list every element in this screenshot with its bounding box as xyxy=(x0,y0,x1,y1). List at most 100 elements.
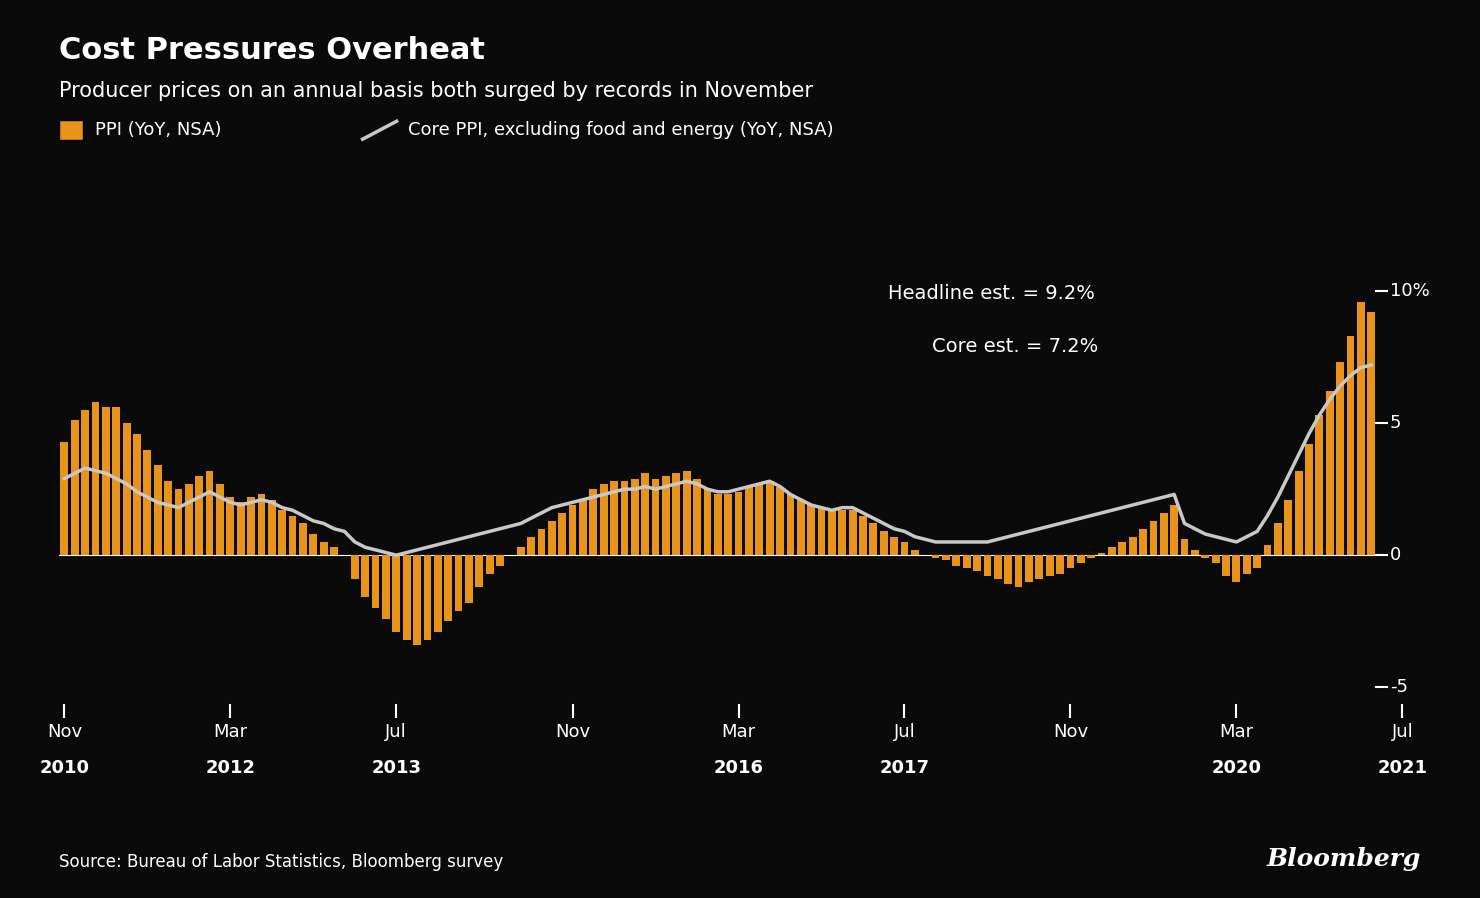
Bar xyxy=(1285,499,1292,555)
Text: Mar: Mar xyxy=(1220,723,1254,741)
Bar xyxy=(765,481,774,555)
Bar xyxy=(537,529,545,555)
Bar xyxy=(403,555,410,639)
Text: 2021: 2021 xyxy=(1378,759,1427,777)
Bar xyxy=(1181,540,1188,555)
Bar xyxy=(1026,555,1033,582)
Bar xyxy=(1171,505,1178,555)
Bar xyxy=(195,476,203,555)
Bar xyxy=(1233,555,1240,582)
Bar xyxy=(351,555,358,579)
Bar xyxy=(330,547,337,555)
Bar xyxy=(755,484,764,555)
Text: Mar: Mar xyxy=(213,723,247,741)
Bar xyxy=(589,489,598,555)
Bar xyxy=(1222,555,1230,577)
Bar xyxy=(144,450,151,555)
Bar xyxy=(901,542,909,555)
Bar xyxy=(1243,555,1251,574)
Bar xyxy=(672,473,681,555)
Bar xyxy=(786,495,795,555)
Text: Headline est. = 9.2%: Headline est. = 9.2% xyxy=(888,284,1095,304)
Bar xyxy=(641,473,650,555)
Bar xyxy=(527,537,534,555)
Bar xyxy=(92,402,99,555)
Text: Cost Pressures Overheat: Cost Pressures Overheat xyxy=(59,36,485,65)
Bar xyxy=(1098,552,1106,555)
Bar xyxy=(703,489,712,555)
Bar xyxy=(164,481,172,555)
Bar xyxy=(206,471,213,555)
Bar xyxy=(1129,537,1137,555)
Bar xyxy=(1368,313,1375,555)
Bar xyxy=(61,442,68,555)
Bar xyxy=(548,521,556,555)
Bar xyxy=(1088,555,1095,558)
Bar xyxy=(1046,555,1054,577)
Bar xyxy=(475,555,482,587)
Bar xyxy=(1326,392,1333,555)
Text: Nov: Nov xyxy=(555,723,591,741)
Bar xyxy=(953,555,961,566)
Bar xyxy=(558,513,567,555)
Bar xyxy=(444,555,451,621)
Bar xyxy=(776,487,784,555)
Bar xyxy=(693,479,702,555)
Text: 2017: 2017 xyxy=(879,759,929,777)
Bar xyxy=(1005,555,1012,585)
Bar xyxy=(963,555,971,568)
Text: Jul: Jul xyxy=(385,723,407,741)
Bar xyxy=(258,495,265,555)
Bar xyxy=(1274,524,1282,555)
Text: Nov: Nov xyxy=(47,723,81,741)
Bar xyxy=(1295,471,1302,555)
Bar xyxy=(651,479,660,555)
Text: Source: Bureau of Labor Statistics, Bloomberg survey: Source: Bureau of Labor Statistics, Bloo… xyxy=(59,853,503,871)
Bar xyxy=(974,555,981,571)
Text: Mar: Mar xyxy=(721,723,756,741)
Text: Core PPI, excluding food and energy (YoY, NSA): Core PPI, excluding food and energy (YoY… xyxy=(408,121,835,139)
Bar xyxy=(1336,363,1344,555)
Bar xyxy=(568,505,577,555)
Text: PPI (YoY, NSA): PPI (YoY, NSA) xyxy=(95,121,221,139)
Bar xyxy=(123,423,130,555)
Text: 2012: 2012 xyxy=(206,759,256,777)
Bar xyxy=(1347,336,1354,555)
Bar xyxy=(1077,555,1085,563)
Text: 0: 0 xyxy=(1390,546,1402,564)
Bar xyxy=(1150,521,1157,555)
Bar xyxy=(320,542,327,555)
Bar xyxy=(943,555,950,560)
Bar xyxy=(744,487,753,555)
Bar xyxy=(579,499,588,555)
Bar xyxy=(392,555,400,632)
Bar xyxy=(891,537,898,555)
Bar xyxy=(175,489,182,555)
Bar xyxy=(848,510,857,555)
Bar xyxy=(984,555,992,577)
Bar xyxy=(1305,445,1313,555)
Bar xyxy=(268,499,275,555)
Text: 2016: 2016 xyxy=(713,759,764,777)
Bar xyxy=(237,502,244,555)
Text: 2013: 2013 xyxy=(371,759,422,777)
Bar xyxy=(817,507,826,555)
Bar xyxy=(434,555,441,632)
Bar xyxy=(713,495,722,555)
Bar xyxy=(869,524,878,555)
Bar xyxy=(278,510,286,555)
Bar xyxy=(662,476,670,555)
Bar xyxy=(1264,544,1271,555)
Bar xyxy=(1057,555,1064,574)
Bar xyxy=(496,555,503,566)
Bar xyxy=(102,408,110,555)
Bar xyxy=(1067,555,1074,568)
Bar xyxy=(309,534,317,555)
Bar xyxy=(610,481,619,555)
Bar xyxy=(932,555,940,558)
Bar xyxy=(1036,555,1043,579)
Bar xyxy=(423,555,431,639)
Bar xyxy=(682,471,691,555)
Bar xyxy=(133,434,141,555)
Bar xyxy=(1140,529,1147,555)
